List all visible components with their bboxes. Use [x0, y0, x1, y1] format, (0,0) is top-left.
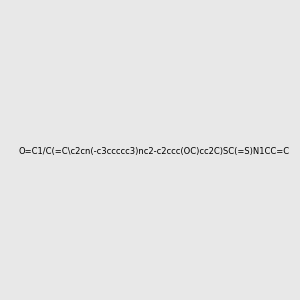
Text: O=C1/C(=C\c2cn(-c3ccccc3)nc2-c2ccc(OC)cc2C)SC(=S)N1CC=C: O=C1/C(=C\c2cn(-c3ccccc3)nc2-c2ccc(OC)cc… [18, 147, 289, 156]
